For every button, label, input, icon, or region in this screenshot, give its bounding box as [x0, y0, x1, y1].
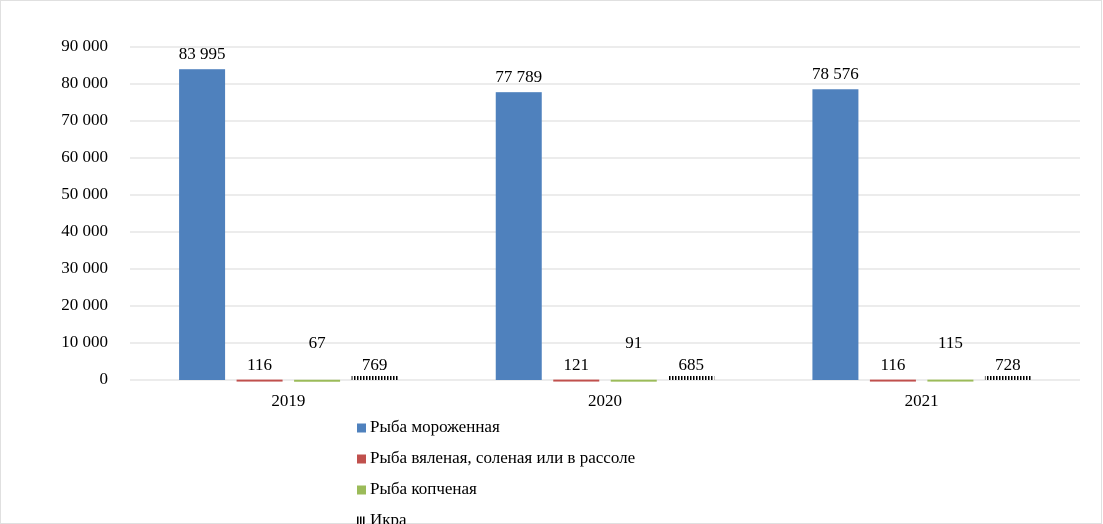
bar	[610, 379, 657, 382]
data-label: 83 995	[179, 44, 226, 63]
y-tick-label: 60 000	[61, 147, 108, 166]
data-label: 115	[938, 333, 963, 352]
bar	[294, 379, 341, 382]
bar	[984, 376, 1031, 380]
legend-swatch	[357, 423, 366, 433]
x-tick-label: 2019	[271, 391, 305, 410]
y-tick-label: 30 000	[61, 258, 108, 277]
y-tick-label: 80 000	[61, 73, 108, 92]
legend-swatch	[357, 485, 366, 495]
x-tick-label: 2021	[905, 391, 939, 410]
y-tick-label: 40 000	[61, 221, 108, 240]
data-label: 685	[679, 355, 705, 374]
bar	[495, 92, 542, 381]
data-label: 116	[247, 355, 272, 374]
bar	[812, 89, 859, 380]
data-label: 121	[564, 355, 590, 374]
data-label: 78 576	[812, 64, 859, 83]
legend-swatch	[357, 454, 366, 464]
bar	[351, 376, 398, 380]
bar	[869, 379, 916, 382]
y-tick-label: 0	[100, 369, 109, 388]
data-label: 116	[880, 355, 905, 374]
y-tick-label: 90 000	[61, 36, 108, 55]
legend-label: Икра	[370, 510, 407, 524]
y-tick-label: 20 000	[61, 295, 108, 314]
data-label: 67	[309, 333, 327, 352]
legend-swatch	[357, 516, 366, 524]
data-label: 728	[995, 355, 1021, 374]
data-label: 77 789	[495, 67, 542, 86]
legend-label: Рыба вяленая, соленая или в рассоле	[370, 448, 635, 467]
bar	[927, 379, 974, 382]
data-label: 91	[625, 333, 642, 352]
bar	[668, 376, 715, 380]
y-tick-label: 70 000	[61, 110, 108, 129]
y-tick-label: 10 000	[61, 332, 108, 351]
bar	[553, 379, 600, 382]
legend-label: Рыба копченая	[370, 479, 477, 498]
bar	[236, 379, 283, 382]
x-tick-label: 2020	[588, 391, 622, 410]
data-label: 769	[362, 355, 388, 374]
y-tick-label: 50 000	[61, 184, 108, 203]
bar	[179, 69, 226, 380]
legend-label: Рыба мороженная	[370, 417, 500, 436]
